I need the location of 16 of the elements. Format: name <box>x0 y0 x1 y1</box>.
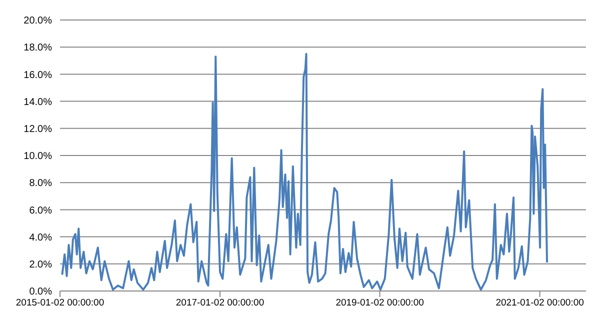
y-tick-label: 2.0% <box>29 259 52 270</box>
y-tick-label: 8.0% <box>29 178 52 190</box>
y-tick-label: 0.0% <box>29 286 52 298</box>
y-tick-label: 4.0% <box>29 232 52 244</box>
x-tick-label: 2021-01-02 00:00:00 <box>496 298 584 309</box>
y-tick-label: 18.0% <box>24 42 52 54</box>
y-tick-label: 6.0% <box>29 205 52 216</box>
y-tick-label: 12.0% <box>24 124 52 135</box>
y-tick-label: 20.0% <box>24 16 52 27</box>
x-tick-label: 2019-01-02 00:00:00 <box>336 298 424 309</box>
x-tick-label: 2017-01-02 00:00:00 <box>176 298 264 309</box>
y-tick-label: 10.0% <box>24 151 52 162</box>
line-series <box>61 52 548 291</box>
y-tick-label: 14.0% <box>24 96 52 108</box>
x-tick-label: 2015-01-02 00:00:00 <box>16 298 104 309</box>
y-tick-label: 16.0% <box>24 70 52 81</box>
